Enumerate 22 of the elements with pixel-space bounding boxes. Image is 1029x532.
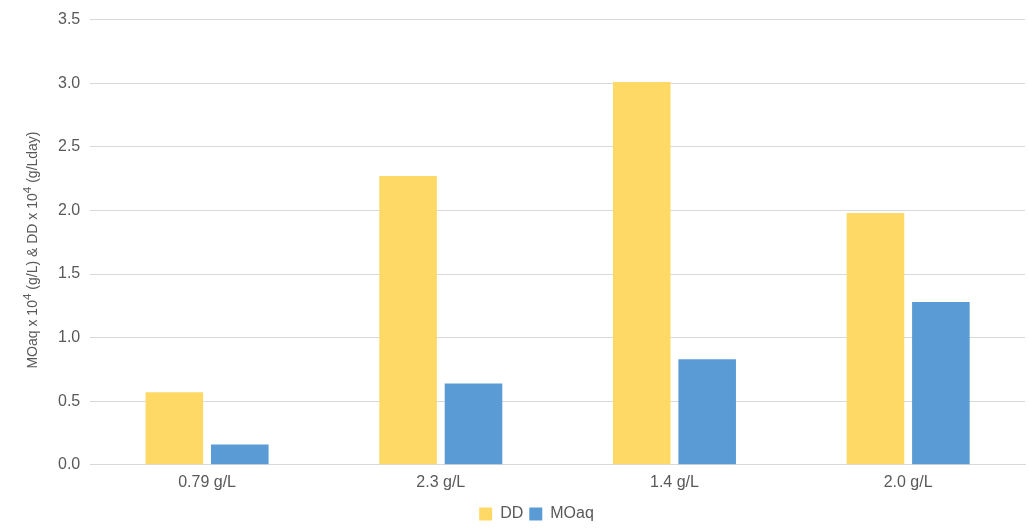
y-tick-label: 2.0 bbox=[57, 200, 81, 218]
bar bbox=[379, 176, 437, 465]
bar bbox=[145, 392, 204, 465]
bar bbox=[912, 301, 970, 465]
y-tick-label: 1.5 bbox=[57, 264, 81, 282]
legend-label: DD bbox=[500, 504, 524, 522]
y-tick-label: 0.0 bbox=[57, 455, 81, 473]
bar bbox=[846, 212, 905, 465]
x-tick-label: 2.0 g/L bbox=[883, 472, 933, 490]
y-tick-label: 1.0 bbox=[57, 328, 81, 346]
x-tick-label: 0.79 g/L bbox=[178, 472, 237, 490]
legend-label: MOaq bbox=[550, 504, 594, 522]
y-tick-label: 0.5 bbox=[57, 391, 81, 409]
x-tick-label: 1.4 g/L bbox=[650, 472, 700, 490]
bar bbox=[678, 359, 736, 465]
y-tick-label: 3.5 bbox=[57, 10, 81, 28]
x-tick-label: 2.3 g/L bbox=[416, 472, 466, 490]
y-tick-label: 3.0 bbox=[57, 73, 81, 91]
bar bbox=[444, 383, 503, 465]
bar bbox=[211, 444, 269, 465]
y-tick-label: 2.5 bbox=[57, 137, 81, 155]
bar bbox=[612, 81, 671, 465]
